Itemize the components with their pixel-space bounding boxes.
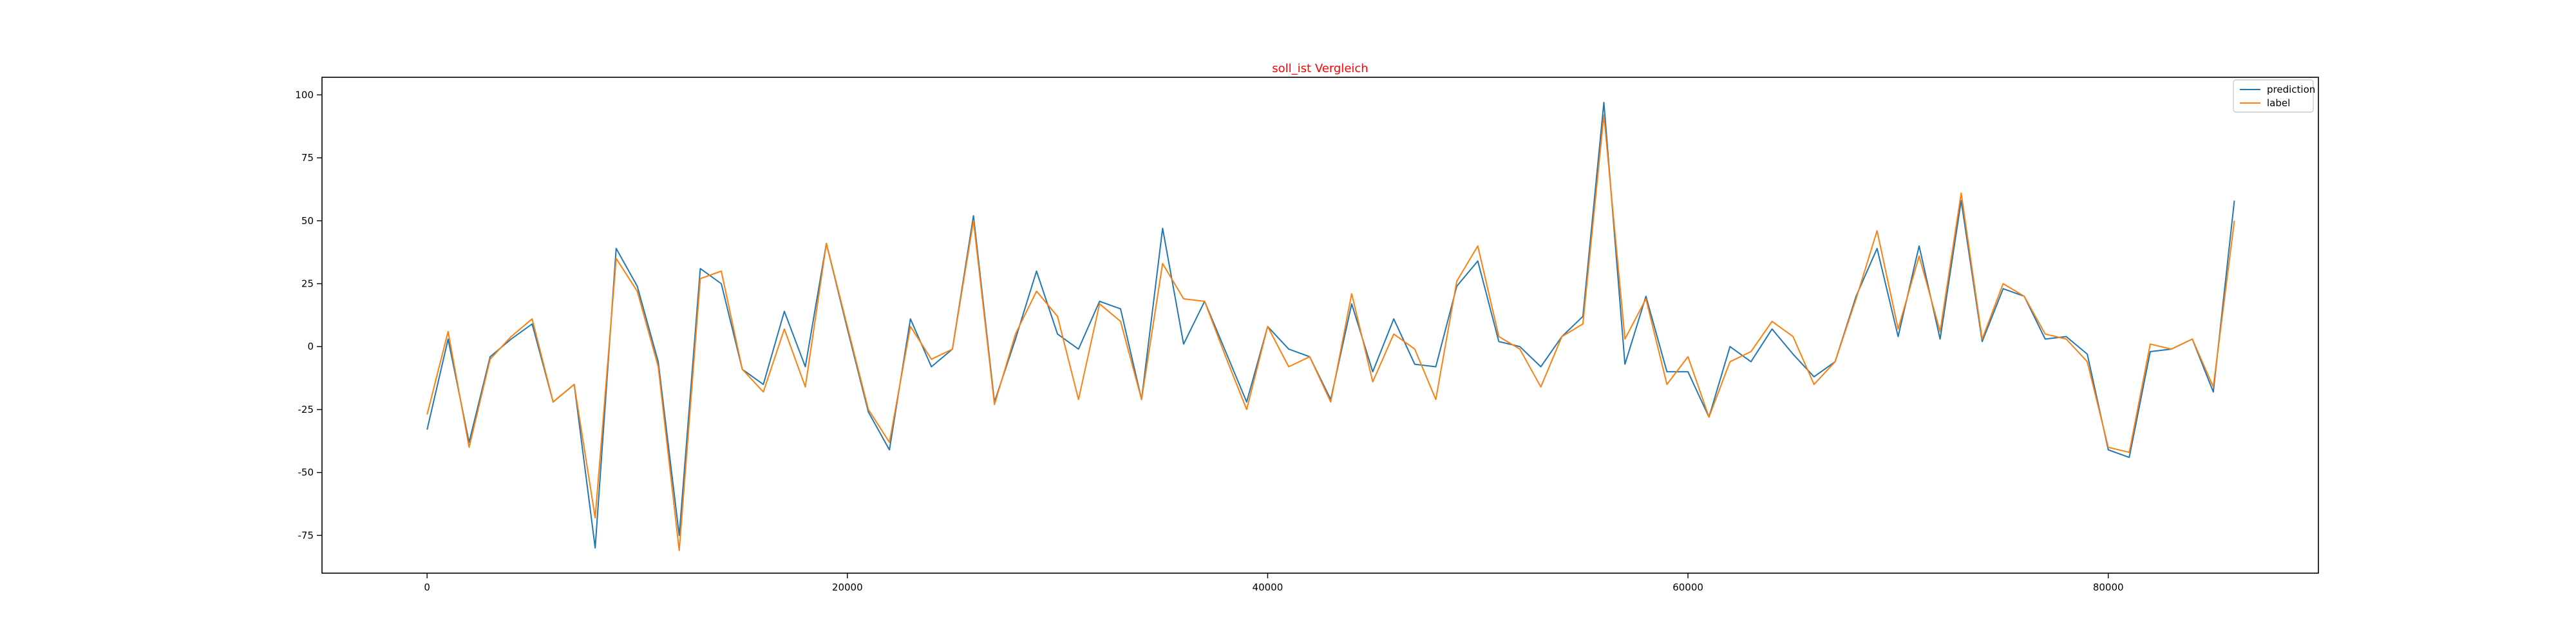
x-tick-label: 40000 bbox=[1253, 582, 1283, 593]
axes-layer: 0 20000 40000 60000 80000 -75 -50 -25 0 25 50 75 100 bbox=[295, 77, 2319, 593]
y-tick-label: 0 bbox=[307, 341, 314, 352]
y-tick-label: 50 bbox=[301, 215, 314, 227]
legend: prediction label bbox=[2233, 79, 2315, 113]
legend-label-prediction: prediction bbox=[2267, 84, 2315, 95]
legend-label-label: label bbox=[2267, 97, 2290, 109]
x-tick-label: 80000 bbox=[2093, 582, 2124, 593]
y-tick-label: -25 bbox=[298, 404, 314, 415]
series-line-label bbox=[426, 114, 2235, 551]
plot-frame bbox=[321, 77, 2319, 574]
chart-title: soll_ist Vergleich bbox=[1272, 62, 1368, 75]
y-tick-label: 75 bbox=[301, 152, 314, 164]
y-tick-label: 25 bbox=[301, 278, 314, 290]
x-tick-label: 60000 bbox=[1672, 582, 1703, 593]
legend-box bbox=[2233, 79, 2314, 113]
x-tick-label: 20000 bbox=[832, 582, 863, 593]
y-tick-label: -50 bbox=[298, 467, 314, 478]
y-tick-label: 100 bbox=[295, 89, 314, 100]
x-tick-label: 0 bbox=[424, 582, 430, 593]
series-layer bbox=[426, 102, 2235, 551]
y-tick-label: -75 bbox=[298, 529, 314, 541]
